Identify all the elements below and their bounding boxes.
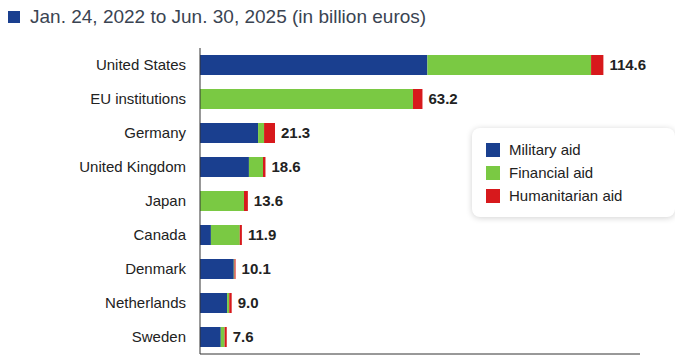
svg-text:13.6: 13.6 <box>254 192 283 209</box>
html-text:Military aid: Military aid <box>509 141 581 158</box>
html-text:Jan. 24, 2022 to Jun. 30, 2025: Jan. 24, 2022 to Jun. 30, 2025 (in billi… <box>30 6 427 27</box>
svg-text:Japan: Japan <box>145 192 186 209</box>
svg-text:21.3: 21.3 <box>281 124 310 141</box>
svg-text:10.1: 10.1 <box>242 260 271 277</box>
svg-text:9.0: 9.0 <box>238 294 259 311</box>
svg-text:7.6: 7.6 <box>233 328 254 345</box>
svg-text:United Kingdom: United Kingdom <box>79 158 186 175</box>
svg-text:Sweden: Sweden <box>132 328 186 345</box>
svg-text:Netherlands: Netherlands <box>105 294 186 311</box>
svg-text:18.6: 18.6 <box>271 158 300 175</box>
svg-text:11.9: 11.9 <box>248 226 276 243</box>
svg-text:Canada: Canada <box>133 226 186 243</box>
svg-text:114.6: 114.6 <box>609 56 646 73</box>
svg-text:Germany: Germany <box>124 124 186 141</box>
svg-text:EU institutions: EU institutions <box>90 90 186 107</box>
svg-text:United States: United States <box>96 56 186 73</box>
svg-text:Denmark: Denmark <box>125 260 186 277</box>
html-text:Financial aid: Financial aid <box>509 164 594 181</box>
html-text:Humanitarian aid: Humanitarian aid <box>509 187 623 204</box>
svg-text:63.2: 63.2 <box>428 90 457 107</box>
